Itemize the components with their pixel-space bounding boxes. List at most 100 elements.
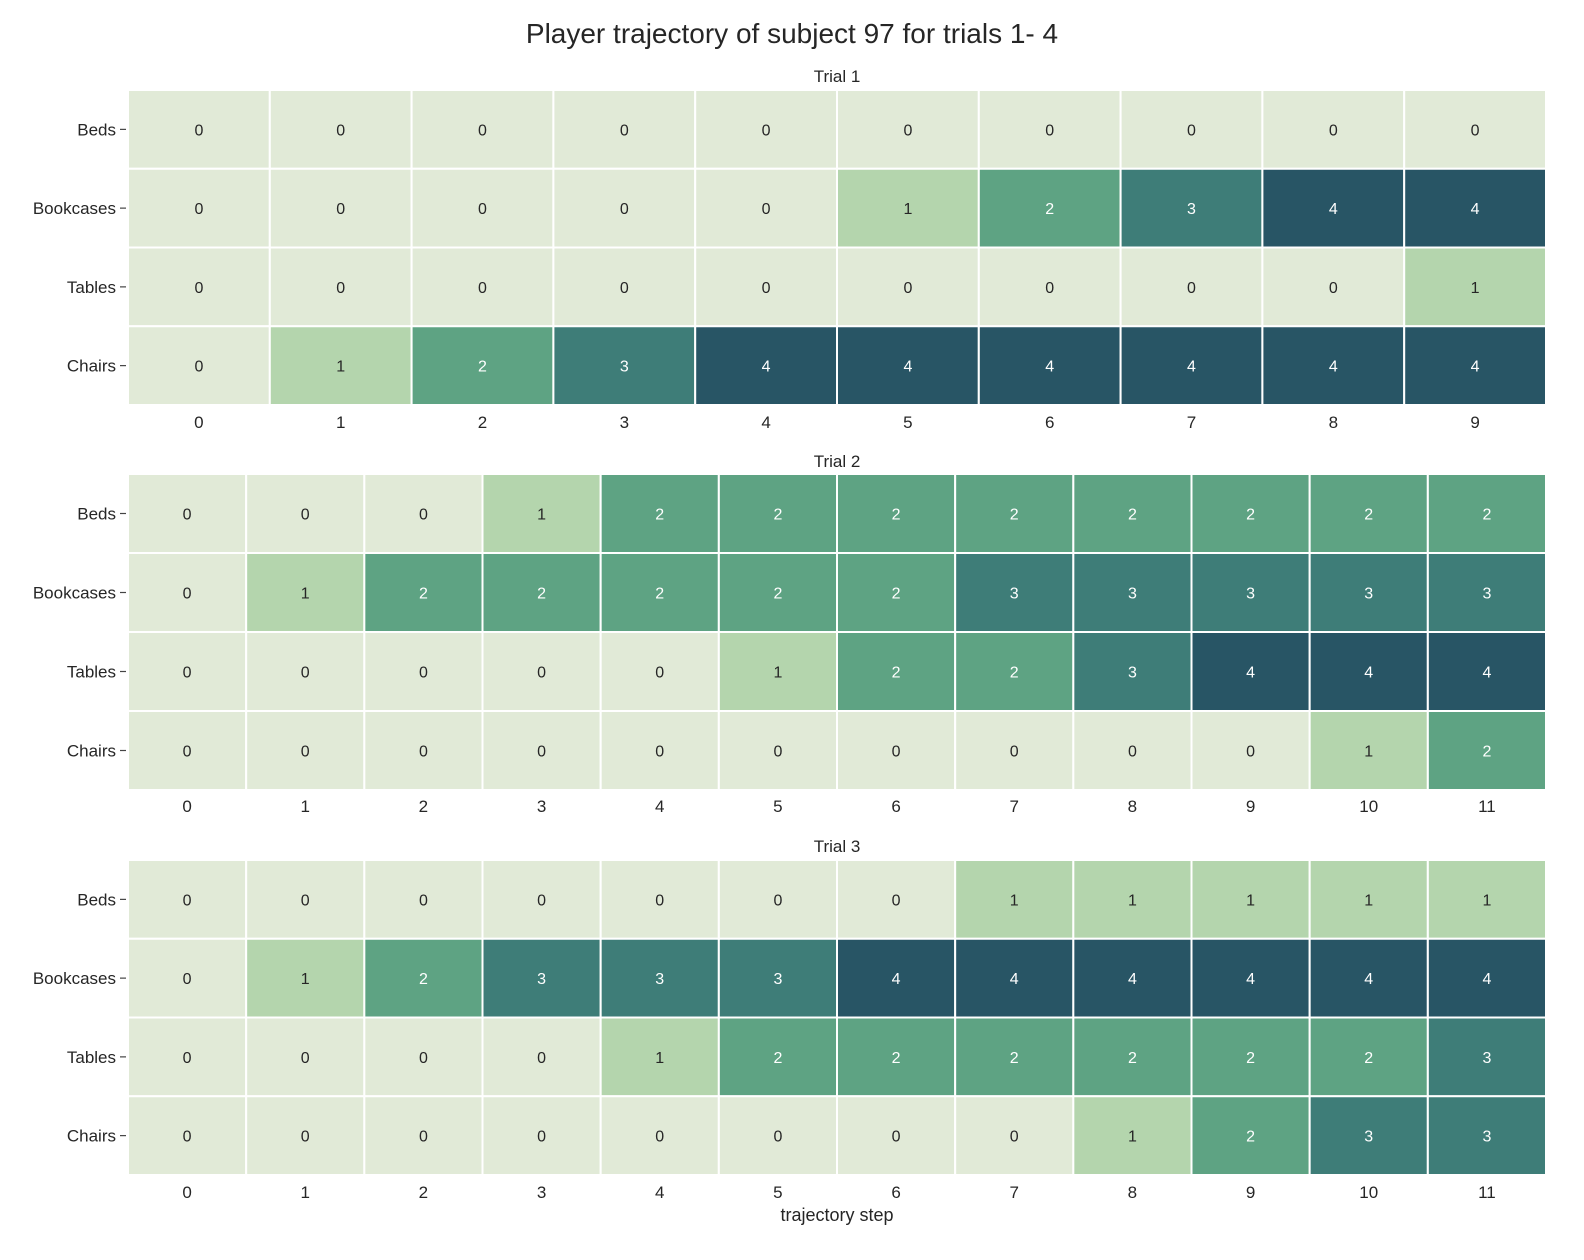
- heatmap-cell: [977, 167, 1122, 249]
- cell-value-label: 0: [301, 1050, 310, 1067]
- heatmap-cell: [1308, 710, 1429, 791]
- heatmap-cell: [363, 1095, 484, 1176]
- cell-value-label: 1: [773, 665, 782, 682]
- cell-value-label: 4: [892, 971, 901, 988]
- cell-value-label: 0: [655, 1129, 664, 1146]
- cell-value-label: 4: [1482, 971, 1491, 988]
- y-tick-label: Beds: [77, 120, 116, 139]
- cell-value-label: 0: [537, 892, 546, 909]
- y-tick-label: Chairs: [67, 1127, 116, 1146]
- cell-value-label: 2: [1482, 744, 1491, 761]
- heatmap-cell: [599, 937, 720, 1019]
- heatmap-cell: [717, 710, 838, 791]
- cell-value-label: 1: [1364, 892, 1373, 909]
- cell-value-label: 1: [1471, 280, 1480, 297]
- cell-value-label: 0: [762, 201, 771, 218]
- x-tick-label: 9: [1246, 1183, 1255, 1202]
- heatmap-cell: [599, 710, 720, 791]
- cell-value-label: 0: [655, 744, 664, 761]
- heatmap-cell: [599, 631, 720, 712]
- heatmap-cell: [127, 937, 248, 1019]
- x-tick-label: 5: [773, 797, 782, 816]
- cell-value-label: 3: [1128, 665, 1137, 682]
- cell-value-label: 0: [773, 892, 782, 909]
- heatmap-cell: [1072, 710, 1193, 791]
- heatmap-cell: [363, 473, 484, 554]
- cell-value-label: 3: [1364, 1129, 1373, 1146]
- heatmap-cell: [1261, 246, 1406, 328]
- cell-value-label: 2: [1364, 1050, 1373, 1067]
- cell-value-label: 0: [419, 892, 428, 909]
- y-tick-label: Tables: [67, 663, 116, 682]
- cell-value-label: 3: [1482, 1129, 1491, 1146]
- cell-value-label: 0: [1010, 744, 1019, 761]
- x-tick-label: 2: [478, 413, 487, 432]
- y-tick-label: Chairs: [67, 742, 116, 761]
- heatmap-cell: [1072, 1016, 1193, 1098]
- cell-value-label: 4: [1010, 971, 1019, 988]
- heatmap-cell: [954, 859, 1075, 940]
- x-tick-label: 5: [773, 1183, 782, 1202]
- heatmap-cell: [481, 552, 602, 633]
- cell-value-label: 0: [892, 744, 901, 761]
- x-tick-label: 6: [1045, 413, 1054, 432]
- cell-value-label: 0: [301, 892, 310, 909]
- cell-value-label: 3: [620, 359, 629, 376]
- cell-value-label: 0: [762, 280, 771, 297]
- cell-value-label: 1: [1010, 892, 1019, 909]
- heatmap-cell: [268, 167, 413, 249]
- x-tick-label: 4: [655, 797, 664, 816]
- heatmap-cell: [717, 1016, 838, 1098]
- heatmap-cell: [1426, 710, 1548, 791]
- heatmap-cell: [836, 473, 957, 554]
- y-tick-label: Beds: [77, 505, 116, 524]
- heatmap-cell: [363, 710, 484, 791]
- x-tick-label: 3: [620, 413, 629, 432]
- cell-value-label: 2: [1128, 1050, 1137, 1067]
- heatmap-cell: [481, 1095, 602, 1176]
- cell-value-label: 0: [194, 122, 203, 139]
- x-tick-label: 8: [1329, 413, 1338, 432]
- heatmap-cell: [1190, 1095, 1311, 1176]
- heatmap-cell: [1426, 937, 1548, 1019]
- cell-value-label: 2: [892, 586, 901, 603]
- cell-value-label: 2: [655, 586, 664, 603]
- heatmap-cell: [481, 859, 602, 940]
- heatmap-cell: [836, 710, 957, 791]
- heatmap-cell: [1119, 89, 1264, 170]
- cell-value-label: 2: [773, 507, 782, 524]
- cell-value-label: 0: [336, 201, 345, 218]
- cell-value-label: 0: [537, 1050, 546, 1067]
- x-tick-label: 4: [761, 413, 770, 432]
- cell-value-label: 3: [1364, 586, 1373, 603]
- cell-value-label: 0: [892, 1129, 901, 1146]
- heatmap-cell: [694, 167, 839, 249]
- heatmap-cell: [363, 552, 484, 633]
- x-tick-label: 10: [1359, 797, 1378, 816]
- cell-value-label: 0: [419, 507, 428, 524]
- cell-value-label: 2: [1246, 507, 1255, 524]
- cell-value-label: 1: [301, 586, 310, 603]
- heatmap-cell: [836, 1095, 957, 1176]
- heatmap-cell: [1261, 89, 1406, 170]
- x-tick-label: 0: [182, 1183, 191, 1202]
- cell-value-label: 0: [1471, 122, 1480, 139]
- cell-value-label: 4: [1329, 359, 1338, 376]
- cell-value-label: 0: [183, 892, 192, 909]
- cell-value-label: 0: [537, 1129, 546, 1146]
- heatmap-cell: [694, 325, 839, 406]
- y-tick-label: Bookcases: [33, 969, 116, 988]
- cell-value-label: 0: [1045, 280, 1054, 297]
- cell-value-label: 4: [1045, 359, 1054, 376]
- heatmap-cell: [127, 859, 248, 940]
- y-tick-label: Chairs: [67, 357, 116, 376]
- cell-value-label: 0: [620, 280, 629, 297]
- cell-value-label: 0: [655, 892, 664, 909]
- cell-value-label: 4: [903, 359, 912, 376]
- x-tick-label: 1: [301, 1183, 310, 1202]
- heatmap-cell: [717, 937, 838, 1019]
- y-tick-label: Beds: [77, 890, 116, 909]
- cell-value-label: 1: [1482, 892, 1491, 909]
- cell-value-label: 2: [892, 507, 901, 524]
